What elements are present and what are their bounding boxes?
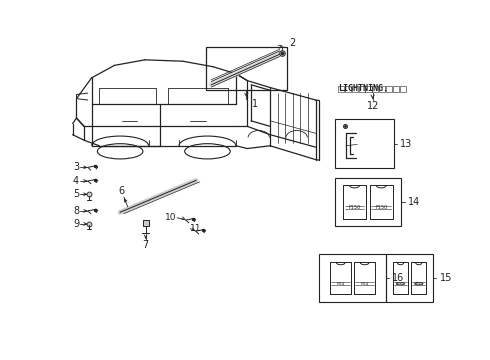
Text: 10: 10 xyxy=(165,212,176,221)
Bar xyxy=(366,86,371,92)
Text: 6: 6 xyxy=(118,186,124,196)
Text: Ford: Ford xyxy=(396,282,405,286)
Text: 4: 4 xyxy=(73,176,79,186)
Text: 8: 8 xyxy=(73,206,79,216)
Bar xyxy=(393,86,399,92)
Bar xyxy=(352,86,358,92)
Text: 15: 15 xyxy=(440,273,452,283)
Text: 3: 3 xyxy=(73,162,79,172)
Text: F150: F150 xyxy=(375,205,387,210)
Bar xyxy=(319,254,386,302)
Text: 14: 14 xyxy=(408,197,420,207)
Text: 2: 2 xyxy=(289,38,295,48)
Bar xyxy=(359,86,365,92)
Bar xyxy=(206,48,287,90)
Text: 11: 11 xyxy=(190,224,201,233)
Text: Ford: Ford xyxy=(415,282,423,286)
Bar xyxy=(386,254,433,302)
Text: FX4: FX4 xyxy=(361,282,369,286)
Bar xyxy=(372,86,378,92)
Bar xyxy=(338,86,344,92)
Text: 13: 13 xyxy=(400,139,413,149)
Text: 7: 7 xyxy=(143,240,148,250)
Text: 9: 9 xyxy=(73,219,79,229)
Text: F150: F150 xyxy=(348,205,361,210)
Text: FX4: FX4 xyxy=(337,282,345,286)
Text: 16: 16 xyxy=(392,273,404,283)
Bar xyxy=(386,86,392,92)
Bar xyxy=(345,86,351,92)
Text: 1: 1 xyxy=(252,99,258,109)
Bar xyxy=(335,177,401,226)
Text: LIGHTNING.: LIGHTNING. xyxy=(339,85,389,94)
Bar xyxy=(400,86,406,92)
Text: 5: 5 xyxy=(73,189,79,199)
Text: 12: 12 xyxy=(367,101,379,111)
Bar xyxy=(379,86,385,92)
Bar xyxy=(335,120,393,168)
